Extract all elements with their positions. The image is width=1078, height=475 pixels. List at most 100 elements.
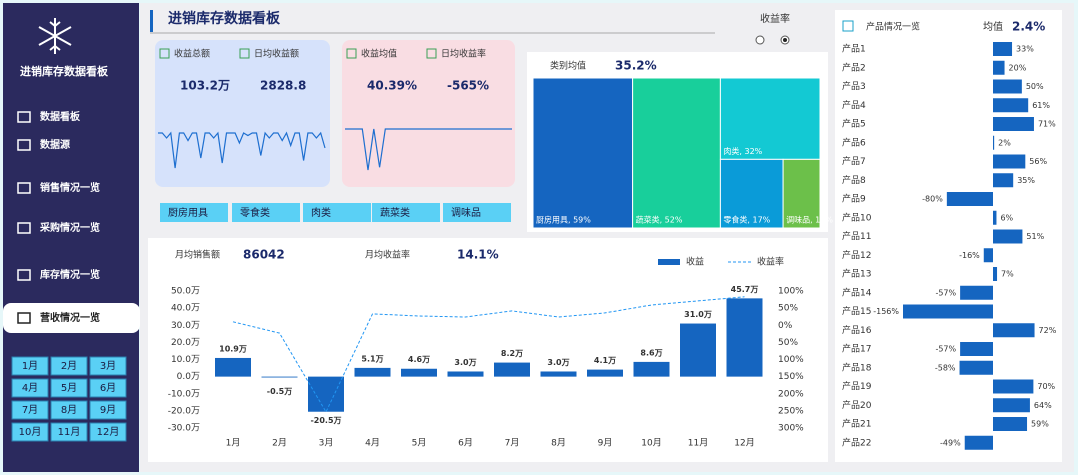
bar	[587, 369, 623, 377]
category-button[interactable]	[232, 203, 300, 222]
category-button[interactable]	[160, 203, 228, 222]
month-label[interactable]: 3月	[100, 360, 116, 372]
treemap-label: 厨房用具, 59%	[536, 215, 591, 225]
kpi-label: 日均收益率	[441, 48, 486, 60]
month-label[interactable]: 8月	[61, 404, 77, 416]
menu-item[interactable]: 采购情况一览	[39, 221, 100, 234]
product-label: 产品9	[842, 193, 866, 205]
treemap-cell	[719, 77, 821, 160]
x-tick-label: 12月	[734, 438, 754, 449]
y-tick-label: -30.0万	[168, 424, 200, 434]
category-button[interactable]	[372, 203, 440, 222]
bar-label: 4.6万	[408, 355, 430, 364]
product-value: 51%	[1026, 232, 1044, 241]
month-button[interactable]	[11, 422, 49, 442]
product-value: 56%	[1029, 157, 1047, 166]
month-button[interactable]	[11, 400, 49, 420]
y-tick-label: 0.0万	[177, 372, 200, 382]
product-value: 35%	[1017, 176, 1035, 185]
y2-tick-label: 100%	[778, 287, 804, 297]
product-value: 64%	[1034, 401, 1052, 410]
bar	[726, 298, 763, 377]
month-label[interactable]: 12月	[97, 426, 120, 438]
product-title: 产品情况一览	[866, 21, 920, 33]
month-button[interactable]	[11, 356, 49, 376]
product-bar	[993, 417, 1028, 431]
kpi-label: 日均收益额	[254, 48, 299, 60]
month-label[interactable]: 2月	[61, 360, 77, 372]
x-tick-label: 7月	[505, 438, 520, 449]
month-button[interactable]	[11, 378, 49, 398]
combo-panel	[148, 238, 828, 462]
x-tick-label: 6月	[458, 438, 473, 449]
y-tick-label: 10.0万	[171, 355, 200, 365]
month-label[interactable]: 4月	[22, 382, 38, 394]
combo-kpi-value: 86042	[243, 248, 285, 262]
month-label[interactable]: 10月	[19, 426, 42, 438]
month-label[interactable]: 7月	[22, 404, 38, 416]
product-value: -16%	[959, 251, 980, 260]
menu-item[interactable]: 数据源	[40, 138, 70, 151]
month-label[interactable]: 9月	[100, 404, 116, 416]
menu-item[interactable]: 销售情况一览	[40, 181, 100, 194]
y2-tick-label: 50%	[778, 338, 798, 348]
month-label[interactable]: 5月	[61, 382, 77, 394]
bar	[354, 367, 391, 377]
bar-label: -0.5万	[267, 387, 293, 396]
month-label[interactable]: 1月	[22, 360, 38, 372]
x-tick-label: 8月	[551, 438, 566, 449]
product-bar	[993, 267, 998, 281]
kpi-card-bg	[342, 40, 515, 187]
menu-item[interactable]: 数据看板	[40, 110, 81, 123]
product-value: 72%	[1039, 326, 1057, 335]
product-bar	[993, 79, 1022, 94]
month-button[interactable]	[89, 400, 127, 420]
month-button[interactable]	[50, 356, 88, 376]
y2-tick-label: 0%	[778, 321, 793, 331]
y2-tick-label: 100%	[778, 355, 804, 365]
month-button[interactable]	[89, 356, 127, 376]
product-label: 产品2	[842, 61, 866, 73]
month-label[interactable]: 6月	[100, 382, 116, 394]
category-label[interactable]: 调味品	[451, 207, 481, 219]
product-label: 产品1	[842, 43, 866, 55]
category-label[interactable]: 蔬菜类	[380, 206, 410, 219]
sparkline	[345, 128, 512, 171]
product-label: 产品10	[842, 211, 872, 223]
menu-icon	[17, 111, 31, 123]
menu-item[interactable]: 库存情况一览	[40, 268, 100, 281]
treemap-cell	[632, 77, 721, 229]
y2-tick-label: 250%	[778, 406, 804, 416]
logo	[38, 18, 72, 54]
x-tick-label: 2月	[272, 438, 287, 449]
month-label[interactable]: 11月	[58, 426, 81, 438]
radio[interactable]	[755, 35, 765, 45]
combo-kpi-label: 月均销售额	[175, 249, 220, 261]
product-bar	[993, 135, 995, 150]
product-value: 59%	[1031, 420, 1049, 429]
bar-label: 31.0万	[684, 310, 712, 319]
menu-item[interactable]: 营收情况一览	[40, 311, 100, 324]
bar	[401, 368, 437, 377]
kpi-value: 40.39%	[367, 79, 417, 93]
category-label[interactable]: 零食类	[240, 206, 270, 219]
month-button[interactable]	[50, 378, 88, 398]
product-label: 产品21	[842, 418, 871, 430]
product-bar	[903, 304, 993, 319]
menu-icon	[17, 269, 31, 281]
month-button[interactable]	[89, 422, 127, 442]
month-button[interactable]	[89, 378, 127, 398]
product-bar	[960, 285, 993, 300]
product-bar	[993, 323, 1035, 338]
category-button[interactable]	[443, 203, 511, 222]
bar	[494, 362, 530, 377]
category-button[interactable]	[303, 203, 371, 222]
product-label: 产品20	[842, 399, 872, 411]
product-bar	[993, 379, 1034, 394]
kpi-icon	[426, 48, 437, 59]
bar	[308, 376, 344, 412]
category-label[interactable]: 厨房用具	[168, 206, 208, 219]
month-button[interactable]	[50, 422, 88, 442]
category-label[interactable]: 肉类	[311, 206, 331, 219]
month-button[interactable]	[50, 400, 88, 420]
